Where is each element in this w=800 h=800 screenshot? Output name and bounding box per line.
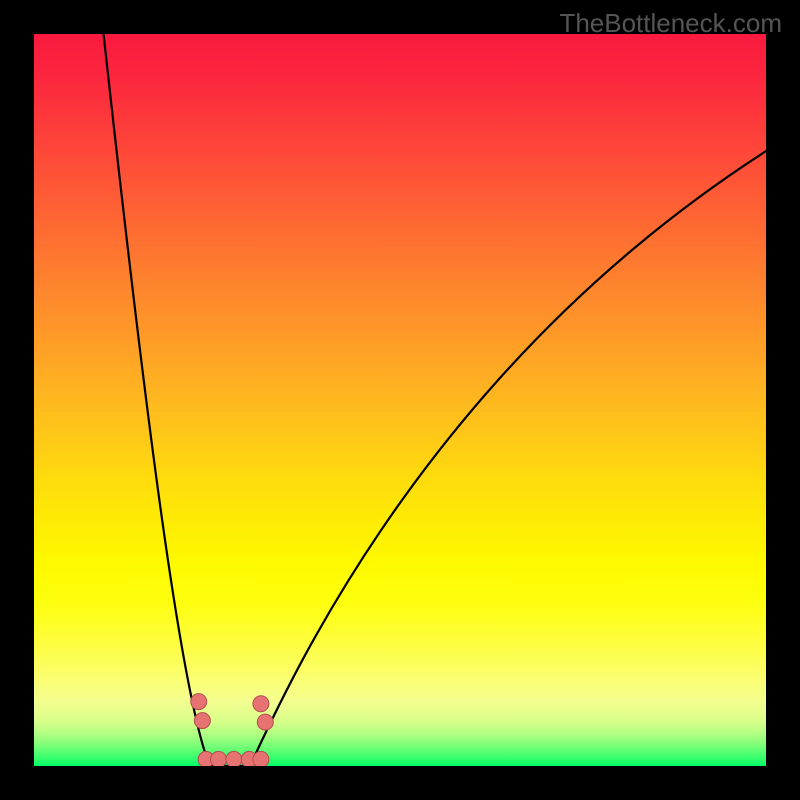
plot-area xyxy=(34,34,766,766)
plot-svg xyxy=(34,34,766,766)
marker-dot xyxy=(253,751,269,766)
marker-dot xyxy=(257,714,273,730)
marker-dot xyxy=(210,751,226,766)
stage: TheBottleneck.com xyxy=(0,0,800,800)
marker-dot xyxy=(226,751,242,766)
marker-dot xyxy=(191,694,207,710)
marker-dot xyxy=(253,696,269,712)
gradient-background xyxy=(34,34,766,766)
watermark-text: TheBottleneck.com xyxy=(559,8,782,39)
marker-dot xyxy=(194,713,210,729)
